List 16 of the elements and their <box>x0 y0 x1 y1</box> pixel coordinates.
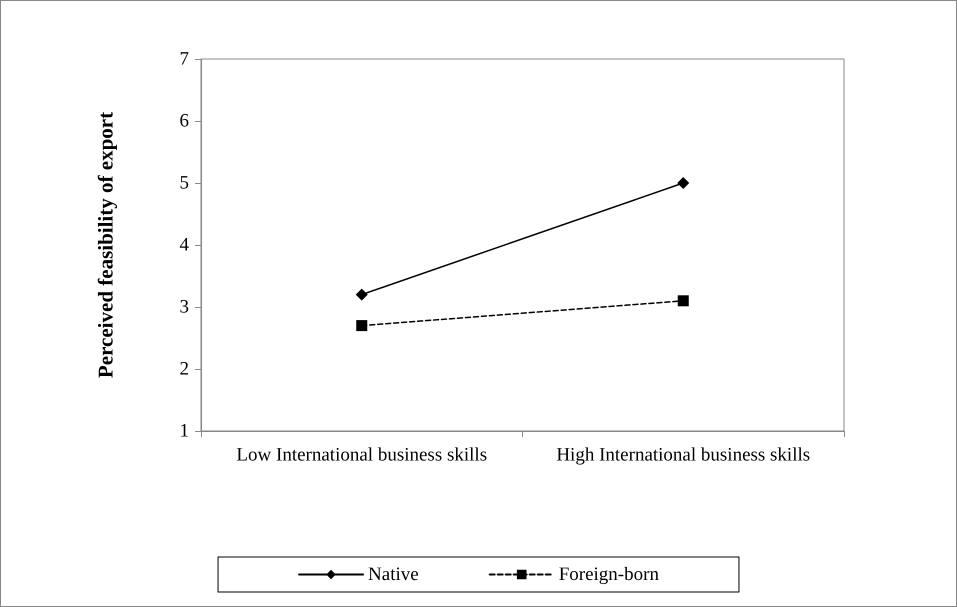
x-tick-label: Low International business skills <box>236 444 488 466</box>
y-axis-title: Perceived feasibility of export <box>94 112 118 378</box>
y-tick-label: 1 <box>180 420 189 442</box>
point <box>678 295 689 306</box>
y-tick-label: 2 <box>180 358 189 380</box>
x-tick-label: High International business skills <box>556 444 810 466</box>
y-tick-label: 7 <box>180 48 189 70</box>
y-tick-label: 5 <box>180 172 189 194</box>
legend-label: Foreign-born <box>558 564 660 585</box>
point <box>356 320 368 332</box>
y-tick-label: 3 <box>180 296 189 318</box>
legend-label: Native <box>368 564 419 585</box>
point <box>356 288 368 301</box>
y-tick-label: 6 <box>180 110 189 132</box>
point <box>677 177 690 189</box>
y-tick-label: 4 <box>180 234 190 256</box>
